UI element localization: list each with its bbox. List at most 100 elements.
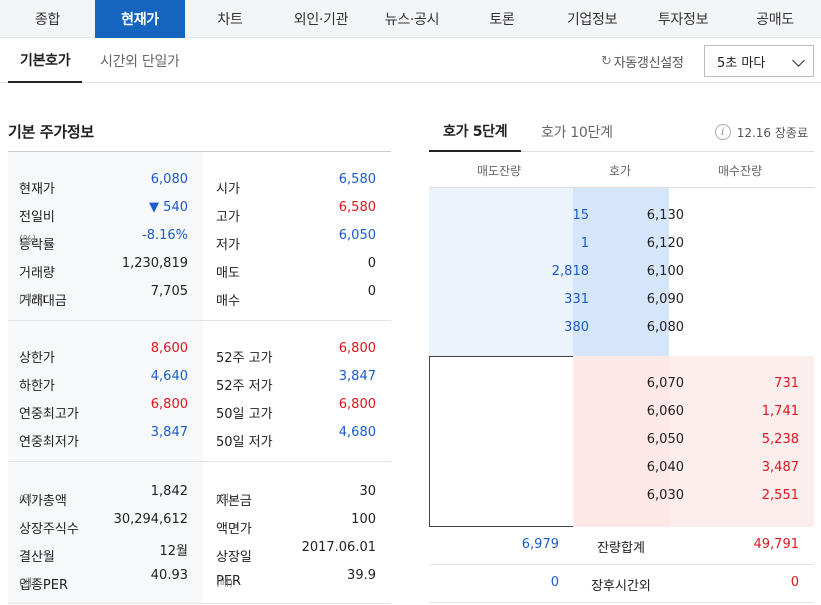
bid-row[interactable]: 6,070 731 [429, 370, 814, 398]
info-row: 연중최고가 6,800 50일 고가 6,800 [19, 397, 376, 422]
bid-qty: 5,238 [761, 432, 799, 447]
bid-price-area [573, 356, 670, 527]
main-tab-bar: 종합 현재가 차트 외인·기관 뉴스·공시 토론 기업정보 투자정보 공매도 [0, 0, 821, 38]
refresh-icon: ↻ [601, 53, 612, 69]
company-info-group: 시가총액 (억) 1,842 자본금 (억) 30 상장주식수 30,294,612 액면가 10… [8, 462, 391, 604]
info-row: 업종PER (배) 40.93 PER (배) 39.9 [19, 568, 376, 593]
info-value: 30 [359, 484, 376, 499]
info-value: 1,230,819 [121, 256, 188, 271]
section-title-basic-info: 기본 주가정보 [8, 123, 94, 141]
ask-row[interactable]: 331 6,090 [429, 286, 814, 314]
sub-tab-bar: 기본호가 시간외 단일가 ↻ 자동갱신설정 5초 마다 [0, 39, 821, 83]
tab-basic-quote[interactable]: 기본호가 [8, 39, 83, 83]
info-row: 결산월 12월 상장일 2017.06.01 [19, 540, 376, 565]
info-value: 39.9 [347, 568, 376, 583]
price-range-group: 상한가 8,600 52주 고가 6,800 하한가 4,640 52주 저가 3,847 연중… [8, 321, 391, 462]
total-bid-qty: 49,791 [753, 537, 800, 552]
tab-foreign-institution[interactable]: 외인·기관 [293, 11, 349, 28]
info-value: 6,050 [338, 228, 376, 243]
ask-price: 6,080 [646, 320, 684, 335]
ask-qty: 331 [564, 292, 589, 307]
total-label: 잔량합계 [597, 541, 645, 556]
after-hours-row: 0 장후시간외 0 [429, 565, 814, 603]
ask-row[interactable]: 2,818 6,100 [429, 258, 814, 286]
info-value: 2017.06.01 [301, 540, 376, 555]
bid-qty: 3,487 [761, 460, 799, 475]
header-price: 호가 [609, 164, 632, 178]
basic-info-table: 현재가 6,080 시가 6,580 전일비 ▼ 540 고가 6,580 등락률 (%) -8.1… [8, 151, 391, 604]
info-value: 4,640 [150, 369, 188, 384]
after-hours-ask-qty: 0 [550, 575, 559, 590]
bid-price: 6,060 [646, 404, 684, 419]
info-value: -8.16% [142, 228, 188, 243]
bid-row[interactable]: 6,030 2,551 [429, 482, 814, 510]
bid-row[interactable]: 6,060 1,741 [429, 398, 814, 426]
info-value: 6,080 [150, 172, 188, 187]
info-row: 연중최저가 3,847 50일 저가 4,680 [19, 425, 376, 450]
market-status: i 12.16 장종료 [714, 112, 808, 152]
info-value: 6,580 [338, 172, 376, 187]
info-value: 1,842 [150, 484, 188, 499]
ask-row[interactable]: 15 6,130 [429, 202, 814, 230]
info-value: 3,847 [150, 425, 188, 440]
info-value: 0 [367, 256, 376, 271]
ask-qty: 1 [580, 236, 589, 251]
info-value: 4,680 [338, 425, 376, 440]
info-value: 6,800 [150, 397, 188, 412]
info-value: 40.93 [150, 568, 188, 583]
info-row: 거래대금 (백만) 7,705 매수 0 [19, 284, 376, 309]
ask-qty: 2,818 [551, 264, 589, 279]
info-value: 6,800 [338, 397, 376, 412]
ask-price-area [573, 188, 669, 356]
ask-price: 6,120 [646, 236, 684, 251]
bid-price: 6,050 [646, 432, 684, 447]
info-value: 0 [367, 284, 376, 299]
bid-empty-area [429, 356, 574, 527]
orderbook-header: 매도잔량 호가 매수잔량 [429, 152, 814, 188]
tab-after-hours-single-price[interactable]: 시간외 단일가 [100, 54, 180, 70]
orderbook-tab-bar: 호가 5단계 호가 10단계 i 12.16 장종료 [429, 112, 814, 152]
ask-price: 6,100 [646, 264, 684, 279]
chevron-down-icon [792, 54, 805, 67]
info-value: 6,580 [338, 200, 376, 215]
total-remaining-row: 6,979 잔량합계 49,791 [429, 527, 814, 565]
tab-orderbook-5[interactable]: 호가 5단계 [429, 112, 522, 152]
info-value: 8,600 [150, 341, 188, 356]
info-row: 전일비 ▼ 540 고가 6,580 [19, 200, 376, 225]
info-icon[interactable]: i [714, 124, 731, 140]
info-row: 현재가 6,080 시가 6,580 [19, 172, 376, 197]
header-bid-qty: 매수잔량 [718, 164, 763, 178]
after-hours-bid-qty: 0 [790, 575, 799, 590]
ask-price: 6,090 [646, 292, 684, 307]
tab-investment-info[interactable]: 투자정보 [657, 11, 709, 28]
refresh-interval-value: 5초 마다 [717, 55, 766, 71]
info-row: 상한가 8,600 52주 고가 6,800 [19, 341, 376, 366]
tab-orderbook-10[interactable]: 호가 10단계 [541, 125, 613, 141]
info-row: 하한가 4,640 52주 저가 3,847 [19, 369, 376, 394]
auto-refresh-setting[interactable]: ↻ 자동갱신설정 [601, 39, 684, 83]
tab-short-selling[interactable]: 공매도 [756, 11, 794, 28]
bid-qty: 1,741 [761, 404, 799, 419]
info-value: 100 [351, 512, 376, 527]
after-hours-label: 장후시간외 [591, 579, 651, 594]
info-row: 거래량 1,230,819 매도 0 [19, 256, 376, 281]
info-row: 시가총액 (억) 1,842 자본금 (억) 30 [19, 484, 376, 509]
tab-overview[interactable]: 종합 [34, 11, 61, 28]
info-row: 등락률 (%) -8.16% 저가 6,050 [19, 228, 376, 253]
ask-qty: 380 [564, 320, 589, 335]
bid-row[interactable]: 6,050 5,238 [429, 426, 814, 454]
tab-company-info[interactable]: 기업정보 [566, 11, 618, 28]
bid-row[interactable]: 6,040 3,487 [429, 454, 814, 482]
bid-price: 6,030 [646, 488, 684, 503]
bid-price: 6,070 [646, 376, 684, 391]
tab-current-price[interactable]: 현재가 [95, 0, 185, 38]
tab-news-disclosure[interactable]: 뉴스·공시 [384, 11, 440, 28]
refresh-interval-select[interactable]: 5초 마다 [704, 45, 814, 77]
tab-discussion[interactable]: 토론 [489, 11, 515, 28]
info-value: ▼ 540 [149, 200, 188, 215]
ask-row[interactable]: 380 6,080 [429, 314, 814, 342]
ask-area [429, 188, 573, 356]
price-info-group: 현재가 6,080 시가 6,580 전일비 ▼ 540 고가 6,580 등락률 (%) -8.1… [8, 152, 391, 321]
tab-chart[interactable]: 차트 [217, 11, 243, 28]
ask-row[interactable]: 1 6,120 [429, 230, 814, 258]
